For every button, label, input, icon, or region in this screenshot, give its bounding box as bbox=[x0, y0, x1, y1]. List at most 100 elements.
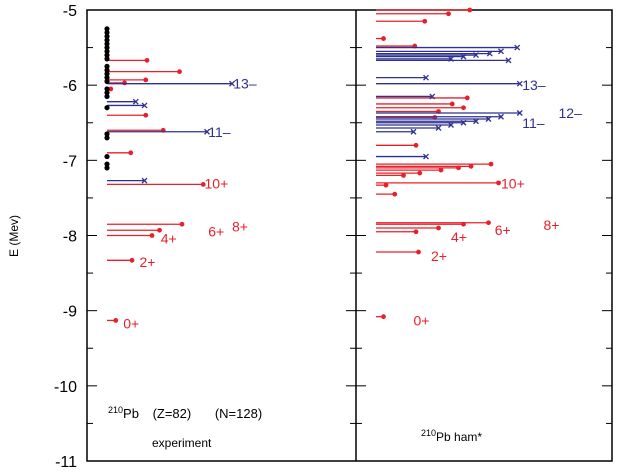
y-tick-label: -10 bbox=[54, 379, 77, 396]
model-caption-mass: 210 bbox=[421, 428, 436, 438]
even-level-dot bbox=[143, 77, 149, 83]
even-level-dot bbox=[381, 314, 386, 320]
unassigned-level-dot bbox=[104, 71, 110, 77]
unassigned-level-dot bbox=[104, 135, 110, 141]
even-level-dot bbox=[113, 318, 119, 323]
spin-label: 10+ bbox=[205, 176, 229, 192]
even-level-dot bbox=[108, 86, 114, 92]
even-level-dot bbox=[438, 167, 444, 173]
odd-level-cross bbox=[423, 153, 429, 160]
unassigned-level-dot bbox=[104, 41, 110, 47]
model-caption: 210Pb ham* bbox=[421, 428, 482, 444]
odd-level-cross bbox=[204, 128, 210, 135]
axes: -5 -6 -7 -8 -9 -10 -11 bbox=[54, 3, 613, 471]
y-tick-label: -8 bbox=[63, 229, 77, 246]
unassigned-level-dot bbox=[104, 29, 110, 36]
spin-label: 10+ bbox=[501, 176, 525, 192]
even-level-dot bbox=[200, 181, 206, 187]
model-caption-text: Pb ham* bbox=[436, 430, 482, 444]
spin-label: 2+ bbox=[431, 248, 447, 264]
spin-label: 8+ bbox=[544, 217, 560, 233]
even-level-dot bbox=[128, 150, 134, 156]
spin-label: 2+ bbox=[140, 254, 156, 270]
unassigned-level-dot bbox=[104, 153, 110, 160]
even-level-dot bbox=[157, 227, 162, 233]
panel-model: 13– 12– 11– 10+ 8+ 6+ 4+2+ 0+ bbox=[376, 7, 583, 328]
y-tick-label: -11 bbox=[55, 454, 77, 471]
spin-label: 0+ bbox=[414, 312, 430, 328]
spin-label: 11– bbox=[208, 124, 231, 140]
odd-level-cross bbox=[498, 113, 504, 120]
unassigned-level-dot bbox=[104, 52, 110, 58]
even-level-dot bbox=[416, 249, 421, 255]
even-level-dot bbox=[383, 182, 389, 188]
odd-level-cross bbox=[423, 74, 429, 81]
even-level-dot bbox=[488, 161, 494, 167]
odd-level-cross bbox=[486, 50, 493, 57]
unassigned-level-dot bbox=[104, 26, 110, 32]
nucleus-element: Pb bbox=[123, 406, 139, 421]
even-level-dot bbox=[122, 80, 127, 86]
spin-label: 8+ bbox=[232, 218, 248, 234]
even-level-dot bbox=[392, 191, 398, 197]
even-level-dot bbox=[417, 170, 423, 176]
even-level-dot bbox=[422, 18, 428, 24]
unassigned-level-dot bbox=[104, 90, 110, 96]
unassigned-level-dot bbox=[104, 165, 110, 171]
even-level-dot bbox=[413, 142, 419, 148]
panel-experiment: 13– 11– 10+ 8+ 6+ 4+ 2+ 0+ bbox=[104, 26, 257, 331]
odd-level-cross bbox=[473, 52, 479, 59]
odd-level-cross bbox=[429, 93, 436, 100]
unassigned-level-dot bbox=[104, 48, 110, 54]
y-tick-label: -9 bbox=[63, 304, 77, 321]
unassigned-level-dot bbox=[104, 44, 110, 51]
spin-label: 11– bbox=[522, 115, 545, 131]
unassigned-level-dot bbox=[104, 93, 110, 100]
odd-level-cross bbox=[514, 44, 521, 51]
experiment-caption: experiment bbox=[152, 436, 212, 450]
unassigned-level-dot bbox=[104, 33, 110, 39]
even-level-dot bbox=[413, 229, 419, 235]
odd-level-cross bbox=[516, 110, 523, 116]
nucleus-z: (Z=82) bbox=[153, 406, 192, 421]
even-level-dot bbox=[436, 225, 441, 231]
y-tick-label: -6 bbox=[63, 78, 77, 95]
even-level-dot bbox=[401, 172, 406, 178]
spin-label: 12– bbox=[559, 105, 583, 121]
unassigned-level-dot bbox=[104, 63, 110, 69]
unassigned-level-dot bbox=[104, 67, 110, 73]
odd-level-cross bbox=[516, 80, 523, 87]
odd-level-cross bbox=[473, 118, 479, 125]
even-level-dot bbox=[129, 257, 135, 263]
spin-label: 6+ bbox=[495, 222, 511, 238]
unassigned-level-dot bbox=[104, 75, 110, 81]
even-level-dot bbox=[456, 165, 461, 171]
odd-level-cross bbox=[410, 128, 417, 135]
unassigned-level-dot bbox=[104, 78, 110, 85]
odd-level-cross bbox=[132, 98, 139, 105]
even-level-dot bbox=[179, 221, 185, 227]
spin-label: 4+ bbox=[161, 231, 177, 247]
unassigned-level-dot bbox=[104, 105, 110, 111]
odd-level-cross bbox=[460, 119, 467, 126]
spin-label: 4+ bbox=[451, 229, 467, 245]
odd-level-cross bbox=[505, 57, 512, 64]
even-level-dot bbox=[143, 112, 149, 118]
unassigned-level-dot bbox=[104, 86, 110, 92]
odd-level-cross bbox=[229, 80, 235, 87]
even-level-dot bbox=[461, 221, 466, 227]
even-level-dot bbox=[467, 7, 473, 13]
odd-level-cross bbox=[460, 53, 467, 60]
even-level-dot bbox=[149, 233, 155, 238]
nucleus-note: 210Pb (Z=82) (N=128) bbox=[108, 405, 262, 421]
y-tick-label: -5 bbox=[63, 3, 77, 20]
unassigned-level-dot bbox=[104, 56, 110, 62]
even-level-dot bbox=[461, 105, 466, 111]
even-level-dot bbox=[496, 180, 501, 186]
odd-level-cross bbox=[435, 125, 442, 131]
spin-label: 13– bbox=[233, 76, 257, 92]
even-level-dot bbox=[449, 101, 455, 107]
odd-level-cross bbox=[448, 122, 454, 128]
marks: 13–11–10+8+6+4+2+0+13–12–11–10+8+6+4+2+0… bbox=[104, 7, 583, 331]
